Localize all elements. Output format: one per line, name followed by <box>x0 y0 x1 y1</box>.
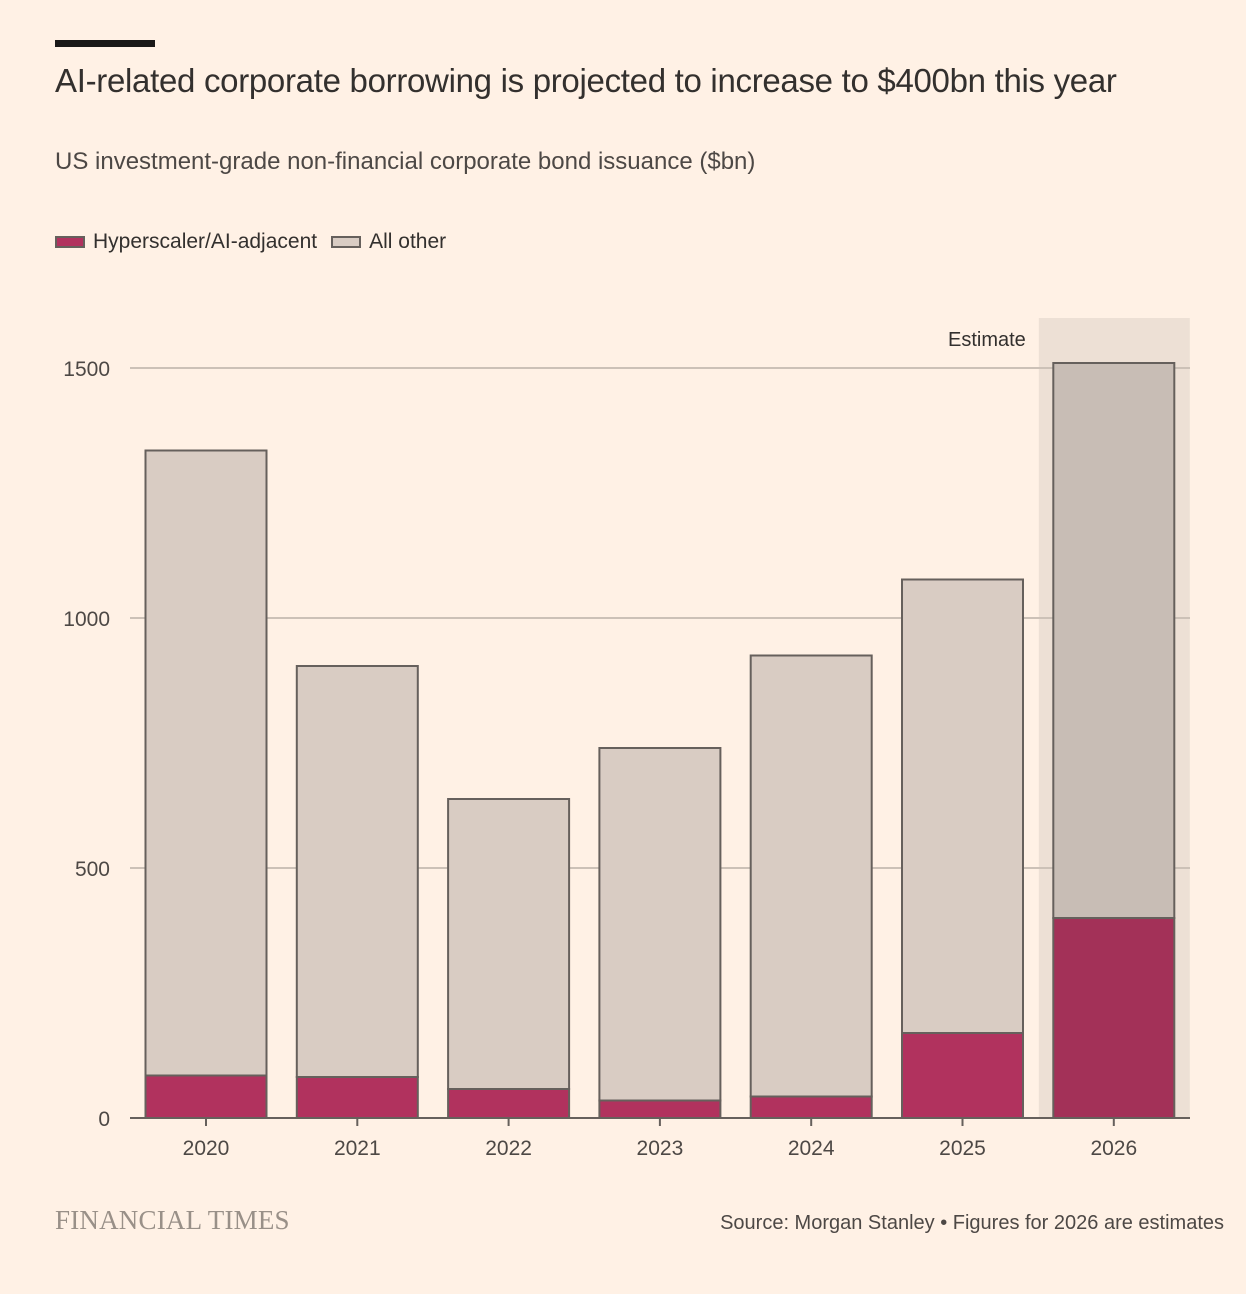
bar-other-2020 <box>144 449 268 1077</box>
source-note: Source: Morgan Stanley • Figures for 202… <box>720 1212 1224 1234</box>
legend-label-ai: Hyperscaler/AI-adjacent <box>93 230 318 253</box>
x-tick-label-2026: 2026 <box>1090 1137 1137 1160</box>
chart-title: AI-related corporate borrowing is projec… <box>55 62 1117 99</box>
legend-item-ai: Hyperscaler/AI-adjacent <box>55 230 317 254</box>
ft-logo: FINANCIAL TIMES <box>55 1205 290 1235</box>
x-tick-label-2021: 2021 <box>334 1137 381 1160</box>
bar-ai-2021 <box>295 1076 419 1119</box>
x-tick-label-2024: 2024 <box>788 1137 835 1160</box>
chart-subtitle: US investment-grade non-financial corpor… <box>55 148 756 175</box>
bar-other-2021 <box>295 665 419 1078</box>
bar-other-2026 <box>1052 362 1176 919</box>
bar-other-2022 <box>447 798 571 1090</box>
x-tick-label-2023: 2023 <box>637 1137 684 1160</box>
bar-other-2024 <box>749 654 873 1098</box>
header-accent-bar <box>55 40 155 47</box>
y-tick-label-1000: 1000 <box>63 608 110 631</box>
bar-ai-2020 <box>144 1074 268 1119</box>
bar-ai-2025 <box>901 1032 1024 1119</box>
bar-ai-2024 <box>749 1095 873 1119</box>
legend-label-other: All other <box>369 230 447 253</box>
y-tick-label-500: 500 <box>75 858 110 881</box>
x-tick-label-2020: 2020 <box>183 1137 230 1160</box>
legend-item-other: All other <box>331 230 446 254</box>
x-tick-label-2022: 2022 <box>485 1137 532 1160</box>
legend-swatch-other <box>331 236 362 248</box>
y-tick-label-1500: 1500 <box>63 358 110 381</box>
bar-ai-2023 <box>598 1099 722 1119</box>
estimate-label: Estimate <box>948 329 1026 351</box>
y-tick-label-0: 0 <box>98 1108 110 1131</box>
bar-ai-2026 <box>1052 917 1176 1119</box>
legend: Hyperscaler/AI-adjacent All other <box>55 230 460 254</box>
bar-other-2025 <box>901 578 1024 1034</box>
bar-other-2023 <box>598 747 722 1102</box>
legend-swatch-ai <box>55 236 85 248</box>
bar-ai-2022 <box>447 1088 571 1119</box>
x-tick-label-2025: 2025 <box>939 1137 986 1160</box>
